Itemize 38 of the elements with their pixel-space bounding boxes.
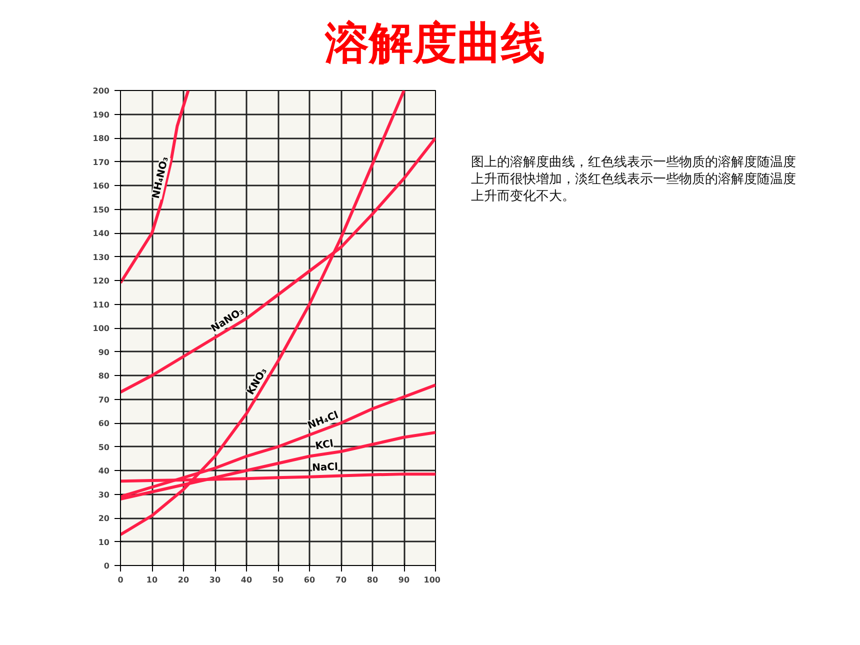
y-tick-label: 0 [104, 562, 110, 570]
y-tick-label: 10 [98, 538, 110, 547]
y-tick-label: 180 [92, 134, 110, 143]
text: KCl [314, 438, 334, 452]
y-tick-label: 140 [92, 229, 110, 238]
y-tick-label: 130 [92, 252, 110, 262]
x-tick-label: 10 [146, 576, 158, 584]
y-tick-label: 170 [92, 158, 110, 167]
y-tick-label: 200 [92, 86, 110, 96]
line-series [120, 90, 190, 284]
x-tick-label: 60 [304, 576, 316, 584]
chart-title: 溶解度曲线 [325, 17, 545, 71]
y-tick-label: 120 [92, 276, 110, 286]
y-tick-label: 100 [92, 324, 110, 333]
x-tick-label: 0 [118, 576, 124, 584]
text: 图上的溶解度曲线，红色线表示一些物质的溶解度随温度上升而很快增加，淡红色线表示一些物质的溶解度随温度上升而变化不大。 [471, 155, 797, 206]
y-tick-label: 110 [92, 300, 110, 310]
y-tick-label: 160 [92, 182, 110, 190]
y-tick-label: 90 [98, 348, 110, 357]
y-tick-label: 60 [98, 419, 110, 428]
x-tick-label: 50 [272, 576, 284, 584]
y-tick-label: 70 [98, 395, 110, 404]
y-tick-label: 50 [98, 442, 110, 452]
x-tick-label: 30 [209, 576, 221, 584]
x-tick-label: 70 [335, 576, 347, 584]
y-tick-label: 80 [98, 372, 110, 380]
y-tick-label: 20 [98, 514, 110, 523]
x-tick-label: 20 [178, 576, 190, 584]
x-tick-label: 40 [240, 576, 252, 584]
y-tick-label: 190 [92, 110, 110, 120]
x-tick-label: 80 [366, 576, 378, 584]
x-tick-label: 90 [398, 576, 410, 584]
series-label: NaCl [312, 462, 338, 474]
text: NH₄NO₃ [150, 156, 171, 200]
y-tick-label: 40 [98, 466, 110, 476]
y-tick-label: 150 [92, 205, 110, 214]
y-tick-label: 30 [98, 490, 110, 500]
x-tick-label: 100 [424, 576, 441, 584]
